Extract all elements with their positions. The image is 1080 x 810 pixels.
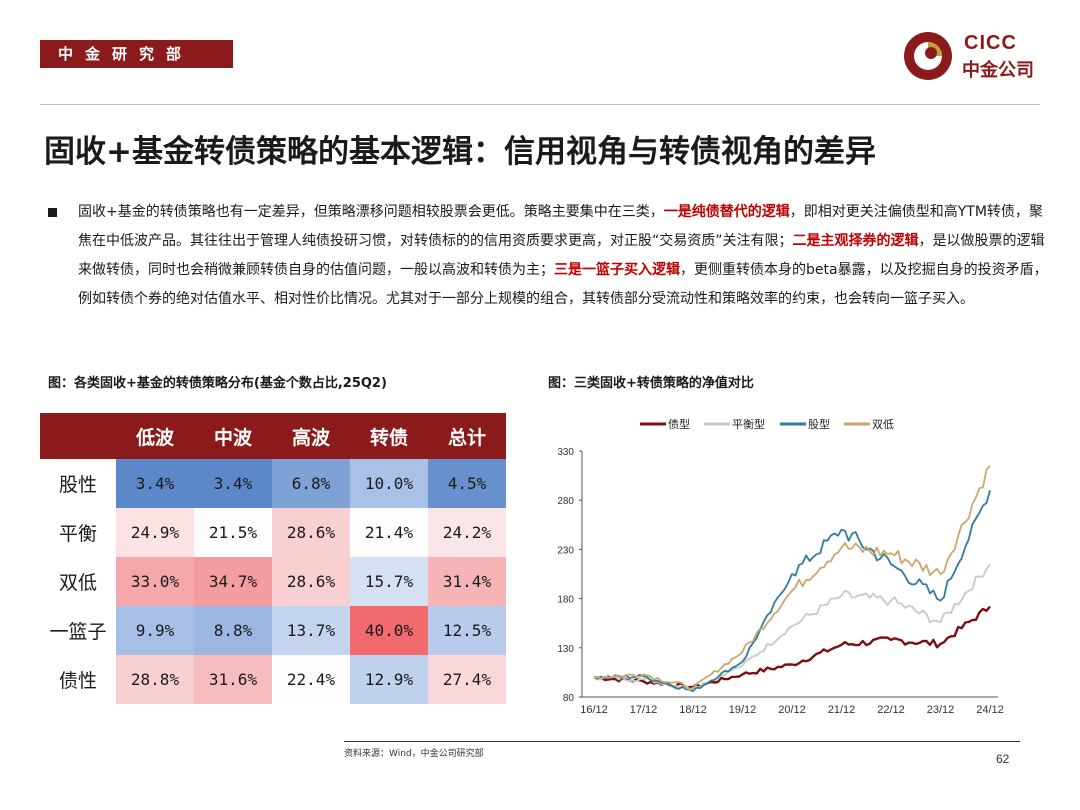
department-badge: 中金研究部 — [40, 40, 233, 68]
nav-line-chart: 80 130 180 230 280 330 16/12 17/12 18/12 19/12 20/… — [557, 417, 1004, 716]
table-cell: 12.5% — [428, 606, 506, 655]
summary-paragraph: 固收+基金的转债策略也有一定差异，但策略漂移问题相较股票会更低。策略主要集中在三… — [48, 198, 1048, 314]
table-cell: 15.7% — [350, 557, 428, 606]
table-cell: 28.6% — [272, 557, 350, 606]
right-figure-title: 图：三类固收+转债策略的净值对比 — [548, 376, 754, 391]
row-label: 平衡 — [40, 508, 116, 557]
column-header: 低波 — [116, 413, 194, 459]
y-tick-label: 280 — [557, 496, 574, 507]
table-cell: 27.4% — [428, 655, 506, 704]
summary-seg-4: ，更侧重转债本身的beta暴露，以及挖掘自身的投资矛盾，例如转债个券的绝对估值水… — [78, 262, 1048, 307]
x-tick-label: 20/12 — [778, 704, 806, 716]
table-cell: 9.9% — [116, 606, 194, 655]
legend-label: 债型 — [668, 417, 690, 431]
table-row: 双低 33.0% 34.7% 28.6% 15.7% 31.4% — [40, 557, 506, 606]
table-cell: 21.4% — [350, 508, 428, 557]
table-row: 平衡 24.9% 21.5% 28.6% 21.4% 24.2% — [40, 508, 506, 557]
x-tick-label: 18/12 — [679, 704, 707, 716]
table-cell: 24.2% — [428, 508, 506, 557]
summary-seg-1: 固收+基金的转债策略也有一定差异，但策略漂移问题相较股票会更低。策略主要集中在三… — [78, 204, 664, 220]
table-cell: 12.9% — [350, 655, 428, 704]
table-cell: 34.7% — [194, 557, 272, 606]
table-cell: 21.5% — [194, 508, 272, 557]
source-note: 资料来源：Wind，中金公司研究部 — [344, 749, 484, 759]
column-header: 中波 — [194, 413, 272, 459]
table-cell: 6.8% — [272, 459, 350, 508]
table-corner-cell — [40, 413, 116, 459]
table-header-row: 低波 中波 高波 转债 总计 — [40, 413, 506, 459]
table-cell: 10.0% — [350, 459, 428, 508]
row-label: 债性 — [40, 655, 116, 704]
x-tick-label: 19/12 — [729, 704, 757, 716]
series-line-1 — [593, 605, 991, 690]
summary-text: 固收+基金的转债策略也有一定差异，但策略漂移问题相较股票会更低。策略主要集中在三… — [78, 198, 1048, 314]
table-cell: 22.4% — [272, 655, 350, 704]
table-cell: 3.4% — [194, 459, 272, 508]
y-tick-label: 130 — [557, 644, 574, 655]
table-cell: 28.8% — [116, 655, 194, 704]
table-cell: 13.7% — [272, 606, 350, 655]
y-tick-label: 330 — [557, 447, 574, 458]
table-cell: 24.9% — [116, 508, 194, 557]
summary-seg-3: ，是以做股票的逻辑来做转债，同时也会稍微兼顾转债自身的估值问题，一般以高波和转债… — [78, 233, 1045, 278]
page-title: 固收+基金转债策略的基本逻辑：信用视角与转债视角的差异 — [44, 134, 876, 170]
legend-label: 平衡型 — [732, 417, 765, 431]
y-tick-label: 230 — [557, 545, 574, 556]
highlight-strategy-1: 一是纯债替代的逻辑 — [663, 204, 790, 220]
page-number: 62 — [996, 752, 1010, 766]
y-tick-label: 180 — [557, 595, 574, 606]
x-tick-label: 22/12 — [877, 704, 905, 716]
table-cell: 31.4% — [428, 557, 506, 606]
table-cell: 8.8% — [194, 606, 272, 655]
highlight-strategy-3: 三是一篮子买入逻辑 — [554, 262, 680, 278]
x-tick-label: 17/12 — [630, 704, 658, 716]
table-row: 一篮子 9.9% 8.8% 13.7% 40.0% 12.5% — [40, 606, 506, 655]
highlight-strategy-2: 二是主观择券的逻辑 — [792, 233, 919, 249]
table-row: 债性 28.8% 31.6% 22.4% 12.9% 27.4% — [40, 655, 506, 704]
bullet-square-icon — [48, 208, 57, 217]
table-cell: 31.6% — [194, 655, 272, 704]
legend-label: 股型 — [808, 417, 830, 431]
column-header: 转债 — [350, 413, 428, 459]
column-header: 高波 — [272, 413, 350, 459]
legend-label: 双低 — [872, 418, 894, 431]
table-cell: 28.6% — [272, 508, 350, 557]
table-cell: 40.0% — [350, 606, 428, 655]
header-divider — [40, 104, 1040, 105]
table-cell: 3.4% — [116, 459, 194, 508]
footer-divider — [344, 741, 1020, 742]
column-header: 总计 — [428, 413, 506, 459]
cicc-logo-icon — [904, 32, 952, 80]
left-figure-title: 图：各类固收+基金的转债策略分布(基金个数占比,25Q2) — [48, 376, 387, 391]
x-tick-label: 16/12 — [580, 704, 608, 716]
row-label: 一篮子 — [40, 606, 116, 655]
row-label: 股性 — [40, 459, 116, 508]
table-cell: 4.5% — [428, 459, 506, 508]
row-label: 双低 — [40, 557, 116, 606]
series-line-3 — [593, 490, 991, 692]
logo-text-en: CICC — [964, 32, 1017, 54]
x-tick-label: 23/12 — [927, 704, 955, 716]
series-line-2 — [593, 563, 991, 690]
table-row: 股性 3.4% 3.4% 6.8% 10.0% 4.5% — [40, 459, 506, 508]
series-line-4 — [594, 465, 991, 691]
x-tick-label: 21/12 — [828, 704, 856, 716]
x-tick-label: 24/12 — [976, 704, 1004, 716]
table-cell: 33.0% — [116, 557, 194, 606]
summary-seg-2: ，即相对更关注偏债型和高YTM转债，聚焦在中低波产品。其往往出于管理人纯债投研习… — [78, 204, 1043, 249]
logo-text-cn: 中金公司 — [962, 60, 1034, 81]
y-tick-label: 80 — [563, 693, 575, 704]
strategy-distribution-table: 低波 中波 高波 转债 总计 股性 3.4% 3.4% 6.8% 10.0% 4.5% 平衡… — [40, 413, 506, 704]
table-body: 股性 3.4% 3.4% 6.8% 10.0% 4.5% 平衡 24.9% 21.5% 28.6%… — [40, 459, 506, 704]
cicc-logo: CICC 中金公司 — [902, 30, 1042, 82]
